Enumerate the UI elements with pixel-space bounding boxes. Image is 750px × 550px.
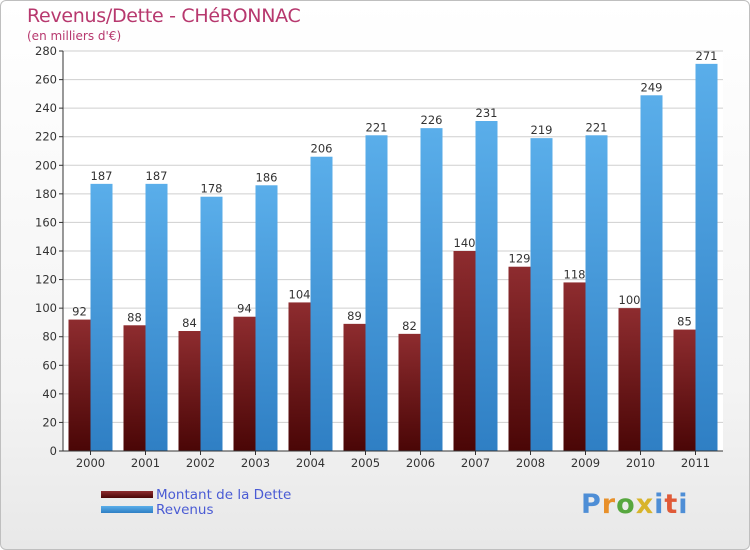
data-label-revenus: 231 — [476, 106, 498, 120]
y-tick-label: 220 — [35, 130, 57, 144]
data-label-dette: 104 — [289, 287, 311, 301]
data-label-dette: 140 — [454, 236, 476, 250]
bar-revenus — [90, 183, 113, 451]
data-label-revenus: 187 — [146, 169, 168, 183]
legend-swatch-revenus — [101, 506, 153, 513]
bar-dette — [618, 308, 641, 451]
data-label-dette: 100 — [619, 293, 641, 307]
bar-revenus — [585, 135, 608, 452]
bar-revenus — [530, 138, 553, 451]
bar-revenus — [475, 121, 498, 451]
data-label-dette: 84 — [182, 316, 197, 330]
y-tick-label: 0 — [50, 444, 57, 458]
x-tick-label: 2010 — [626, 456, 655, 470]
x-tick-label: 2001 — [131, 456, 160, 470]
x-tick-label: 2002 — [186, 456, 215, 470]
chart-title: Revenus/Dette - CHéRONNAC — [27, 5, 301, 27]
data-label-dette: 118 — [564, 267, 586, 281]
y-tick-label: 180 — [35, 187, 57, 201]
bar-dette — [453, 251, 476, 451]
data-label-dette: 88 — [127, 310, 142, 324]
x-tick-label: 2008 — [516, 456, 545, 470]
proxiti-logo: Proxiti — [581, 489, 689, 520]
y-tick-label: 260 — [35, 73, 57, 87]
y-tick-label: 200 — [35, 158, 57, 172]
bar-dette — [563, 282, 586, 451]
bar-dette — [68, 319, 91, 451]
y-tick-label: 100 — [35, 301, 57, 315]
x-tick-label: 2000 — [76, 456, 105, 470]
bar-dette — [508, 266, 531, 451]
y-tick-label: 280 — [35, 44, 57, 58]
bar-revenus — [420, 128, 443, 451]
x-tick-label: 2011 — [681, 456, 710, 470]
x-tick-label: 2003 — [241, 456, 270, 470]
bar-revenus — [365, 135, 388, 452]
data-label-revenus: 219 — [531, 123, 553, 137]
bar-dette — [673, 329, 696, 451]
data-label-revenus: 249 — [641, 80, 663, 94]
bar-revenus — [310, 156, 333, 451]
data-label-revenus: 271 — [696, 49, 718, 63]
x-tick-label: 2007 — [461, 456, 490, 470]
bar-revenus — [145, 183, 168, 451]
x-tick-label: 2009 — [571, 456, 600, 470]
bar-dette — [178, 331, 201, 451]
data-label-dette: 129 — [509, 252, 531, 266]
bar-revenus — [255, 185, 278, 452]
data-label-revenus: 221 — [366, 120, 388, 134]
data-label-dette: 92 — [72, 305, 87, 319]
data-label-dette: 89 — [347, 309, 362, 323]
bar-dette — [123, 325, 146, 451]
data-label-revenus: 221 — [586, 120, 608, 134]
x-tick-label: 2004 — [296, 456, 325, 470]
data-label-revenus: 206 — [311, 142, 333, 156]
y-tick-label: 60 — [42, 358, 57, 372]
data-label-dette: 85 — [677, 315, 692, 329]
y-tick-label: 20 — [42, 415, 57, 429]
bar-dette — [398, 333, 421, 451]
bar-revenus — [695, 63, 718, 451]
bar-dette — [288, 302, 311, 451]
bar-dette — [343, 323, 366, 451]
y-tick-label: 240 — [35, 101, 57, 115]
bar-revenus — [640, 95, 663, 452]
data-label-revenus: 187 — [91, 169, 113, 183]
bar-dette — [233, 316, 256, 451]
chart-subtitle: (en milliers d'€) — [27, 29, 122, 43]
data-label-revenus: 178 — [201, 182, 223, 196]
data-label-dette: 82 — [402, 319, 417, 333]
x-tick-label: 2005 — [351, 456, 380, 470]
data-label-dette: 94 — [237, 302, 252, 316]
x-tick-label: 2006 — [406, 456, 435, 470]
legend-label-dette: Montant de la Dette — [156, 487, 292, 503]
legend-label-revenus: Revenus — [156, 502, 214, 518]
data-label-revenus: 226 — [421, 113, 443, 127]
y-tick-label: 120 — [35, 273, 57, 287]
y-tick-label: 80 — [42, 330, 57, 344]
data-label-revenus: 186 — [256, 170, 278, 184]
bar-revenus — [200, 196, 223, 451]
y-tick-label: 160 — [35, 215, 57, 229]
y-tick-label: 40 — [42, 387, 57, 401]
y-tick-label: 140 — [35, 244, 57, 258]
legend-swatch-dette — [101, 491, 153, 498]
